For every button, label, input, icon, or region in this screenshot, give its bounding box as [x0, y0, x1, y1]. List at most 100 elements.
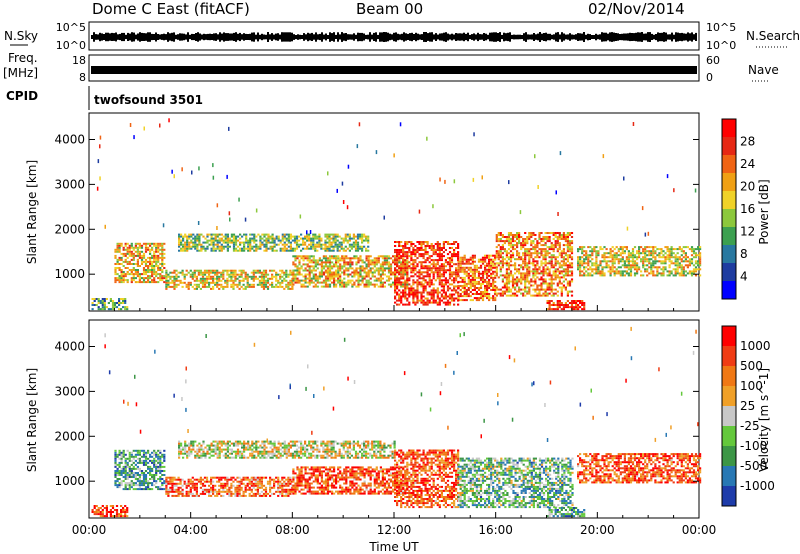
heatmap-cell [130, 470, 133, 472]
heatmap-cell [475, 264, 478, 267]
heatmap-cell [292, 255, 295, 258]
heatmap-cell [546, 294, 549, 297]
heatmap-cell [638, 246, 641, 249]
heatmap-cell [163, 263, 166, 265]
heatmap-cell [138, 486, 141, 489]
heatmap-cell [662, 266, 665, 269]
heatmap-cell [459, 295, 462, 298]
heatmap-cell [463, 282, 466, 285]
heatmap-cell [341, 255, 344, 258]
heatmap-cell [494, 289, 497, 291]
heatmap-cell [120, 263, 123, 265]
heatmap-cell [591, 274, 594, 277]
heatmap-cell [664, 266, 667, 269]
heatmap-cell [544, 260, 547, 263]
nsky-sample [681, 32, 683, 42]
heatmap-cell [180, 249, 183, 252]
heatmap-cell [560, 308, 563, 311]
heatmap-cell [566, 264, 569, 267]
heatmap-cell [516, 258, 519, 261]
heatmap-cell [220, 237, 223, 240]
heatmap-cell [404, 255, 407, 258]
heatmap-cell [436, 247, 439, 249]
heatmap-cell [475, 268, 478, 271]
heatmap-cell [126, 263, 129, 265]
heatmap-cell [556, 302, 559, 304]
heatmap-cell [570, 262, 574, 265]
heatmap-cell [239, 237, 242, 240]
heatmap-cell [283, 233, 286, 236]
heatmap-cell [631, 254, 635, 257]
heatmap-cell [613, 248, 616, 251]
heatmap-cell [128, 482, 131, 485]
heatmap-cell [189, 281, 192, 284]
heatmap-cell [514, 258, 517, 261]
heatmap-cell [345, 281, 348, 284]
heatmap-cell [697, 254, 700, 257]
heatmap-cell [214, 273, 217, 276]
heatmap-cell [408, 261, 411, 264]
heatmap-cell [609, 268, 612, 271]
heatmap-cell [304, 279, 307, 282]
heatmap-cell [289, 271, 292, 274]
heatmap-cell [220, 279, 223, 282]
heatmap-cell [548, 306, 551, 309]
heatmap-cell [509, 242, 513, 245]
heatmap-cell [467, 266, 470, 269]
nsky-sample [109, 33, 111, 41]
heatmap-cell [198, 237, 201, 240]
heatmap-cell [224, 235, 227, 238]
heatmap-cell [499, 270, 502, 273]
heatmap-cell [208, 275, 211, 278]
heatmap-cell [300, 257, 303, 260]
heatmap-cell [394, 297, 397, 300]
heatmap-cell [432, 295, 435, 298]
nsky-sample [589, 34, 591, 40]
heatmap-cell [609, 270, 612, 273]
heatmap-cell [615, 272, 618, 275]
heatmap-cell [501, 236, 504, 238]
heatmap-cell [410, 245, 413, 247]
heatmap-cell [314, 245, 317, 248]
heatmap-cell [694, 270, 698, 273]
heatmap-cell [161, 275, 164, 278]
heatmap-cell [503, 236, 506, 238]
heatmap-cell [471, 258, 474, 261]
heatmap-cell [293, 239, 297, 242]
heatmap-cell [438, 303, 441, 306]
heatmap-cell [331, 255, 334, 258]
heatmap-cell [566, 242, 569, 245]
heatmap-cell [187, 271, 190, 274]
heatmap-cell [501, 292, 504, 295]
heatmap-cell [568, 232, 572, 234]
heatmap-cell [430, 301, 433, 304]
heatmap-cell [457, 257, 460, 260]
heatmap-cell [252, 275, 255, 278]
heatmap-cell [538, 242, 541, 245]
heatmap-cell [690, 260, 694, 263]
heatmap-cell [122, 252, 125, 255]
heatmap-cell [546, 308, 549, 311]
heatmap-cell [446, 243, 450, 245]
heatmap-cell [538, 252, 541, 255]
heatmap-cell [266, 273, 270, 276]
heatmap-cell [328, 245, 331, 248]
heatmap-cell [558, 244, 561, 247]
heatmap-cell [609, 250, 612, 253]
heatmap-cell [471, 270, 474, 273]
heatmap-cell [416, 279, 419, 282]
heatmap-cell [216, 241, 219, 244]
heatmap-cell [537, 185, 539, 189]
heatmap-cell [345, 283, 348, 286]
heatmap-cell [461, 266, 464, 269]
heatmap-cell [684, 256, 687, 259]
heatmap-cell [293, 241, 297, 244]
heatmap-cell [373, 285, 376, 288]
heatmap-cell [688, 272, 691, 275]
heatmap-cell [426, 136, 428, 141]
heatmap-cell [347, 283, 350, 286]
heatmap-cell [381, 285, 384, 288]
colorbar-segment [722, 119, 736, 138]
nsky-sample [267, 32, 269, 42]
heatmap-cell [550, 256, 553, 259]
